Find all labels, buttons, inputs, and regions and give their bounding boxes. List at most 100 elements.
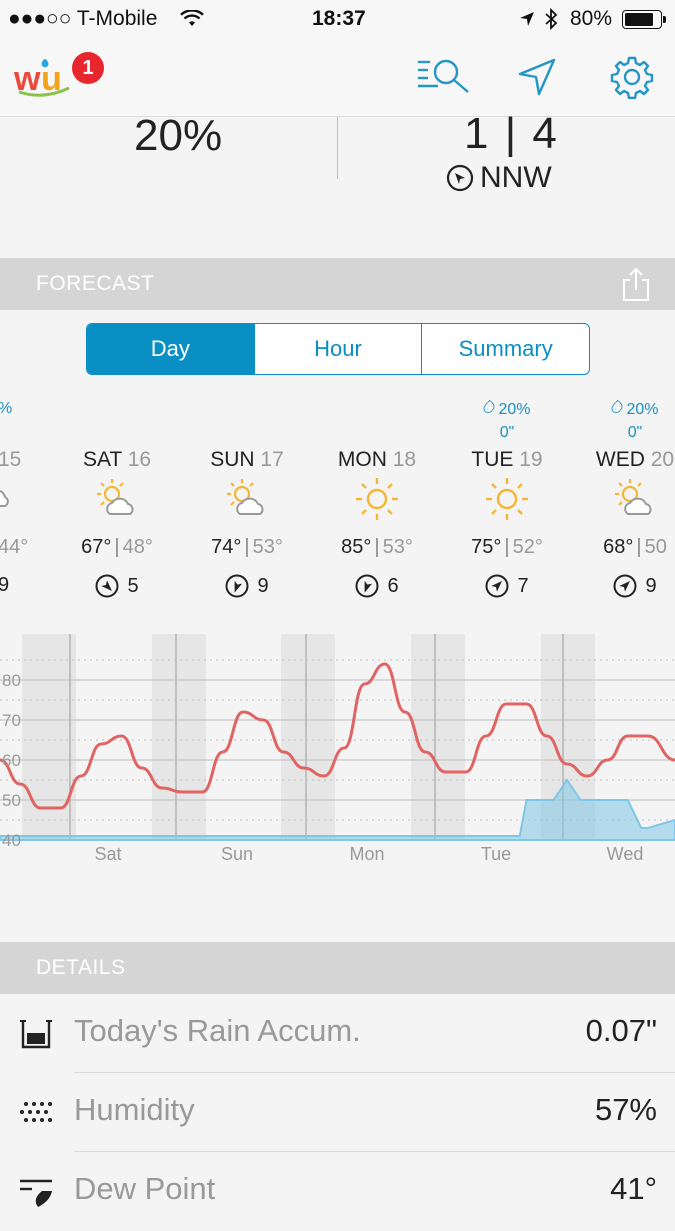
night-band xyxy=(152,634,206,840)
wu-logo[interactable]: w u xyxy=(13,52,94,102)
tab-summary[interactable]: Summary xyxy=(458,336,553,361)
day-name: SUN xyxy=(210,448,255,471)
carrier-signal: ●●●○○ T-Mobile xyxy=(8,7,158,30)
day-column-partial[interactable]: % 15 44° 9 xyxy=(0,398,40,608)
partly-cloudy-icon xyxy=(94,476,140,522)
detail-value: 57% xyxy=(594,1092,657,1127)
tab-day[interactable]: Day xyxy=(87,324,255,374)
temps: 85° | 53° xyxy=(341,536,413,558)
y-tick-label: 50 xyxy=(2,791,21,810)
details-section-header: DETAILS xyxy=(0,942,675,994)
detail-label: Humidity xyxy=(74,1092,195,1127)
forecast-view-tabs: Day Hour Summary xyxy=(86,323,590,375)
precip-info xyxy=(312,398,442,446)
status-bar: ●●●○○ T-Mobile 18:37 80% xyxy=(0,0,675,38)
app-header: w u 1 xyxy=(0,38,675,117)
wifi-icon xyxy=(180,10,204,26)
day-label: SAT 16 xyxy=(52,448,182,472)
temperature-line xyxy=(0,662,675,810)
high-temp: 74° xyxy=(211,536,242,558)
detail-row-rain[interactable]: Today's Rain Accum. 0.07" xyxy=(0,995,675,1073)
y-tick-label: 60 xyxy=(2,751,21,770)
divider xyxy=(337,117,338,179)
day-label: SUN 17 xyxy=(182,448,312,472)
clock: 18:37 xyxy=(312,7,366,30)
day-number: 19 xyxy=(519,448,543,471)
precip-chance-value: 20% xyxy=(134,111,223,160)
y-tick-label: 70 xyxy=(2,711,21,730)
detail-row-humidity[interactable]: Humidity 57% xyxy=(0,1074,675,1152)
forecast-title: FORECAST xyxy=(36,272,155,295)
row-divider xyxy=(74,1072,675,1073)
location-services-icon xyxy=(520,12,534,26)
day-column-mon[interactable]: MON 18 85° | 53° 6 xyxy=(312,398,442,608)
day-number: 16 xyxy=(127,448,152,471)
high-temp: 68° xyxy=(603,536,634,558)
wind-speed: 6 xyxy=(387,574,399,597)
detail-value: 41° xyxy=(610,1171,657,1206)
forecast-section-header: FORECAST xyxy=(0,258,675,310)
low-temp: 53° xyxy=(382,536,413,558)
precip-amount: 0" xyxy=(627,424,643,441)
temps: 68° | 50 xyxy=(603,536,667,558)
sun-icon xyxy=(354,476,400,522)
day-label: WED 20 xyxy=(570,448,675,472)
wind-speed: 5 xyxy=(127,574,139,597)
raindrop-icon xyxy=(481,399,498,416)
dew-point-icon xyxy=(20,1179,52,1207)
tab-hour[interactable]: Hour xyxy=(255,324,423,374)
day-column-wed[interactable]: 20% 0" WED 20 68° | 50 9 xyxy=(570,398,675,608)
precip-info xyxy=(182,398,312,446)
svg-text:w: w xyxy=(14,60,41,98)
day-number: 15 xyxy=(0,448,22,471)
day-name: SAT xyxy=(82,448,122,471)
temps: 75° | 52° xyxy=(471,536,543,558)
low-temp: 52° xyxy=(512,536,543,558)
day-column-tue[interactable]: 20% 0" TUE 19 75° | 52° 7 xyxy=(442,398,572,608)
battery-icon xyxy=(622,10,666,29)
wind-direction-icon xyxy=(95,574,119,598)
wind-speed: 9 xyxy=(645,574,657,597)
temperature-precip-chart: 40 50 60 70 80 Sat Sun Mon Tue Wed xyxy=(0,630,675,875)
low-temp: 53° xyxy=(252,536,283,558)
wind-direction-icon xyxy=(613,574,637,598)
precip-info xyxy=(52,398,182,446)
temps: 67° | 48° xyxy=(81,536,153,558)
wind-direction-label: NNW xyxy=(480,161,552,194)
day-number: 17 xyxy=(260,448,284,471)
svg-text:u: u xyxy=(41,60,62,98)
day-name: WED xyxy=(595,448,645,471)
share-icon[interactable] xyxy=(620,266,652,302)
day-name: MON xyxy=(337,448,387,471)
detail-value: 0.07" xyxy=(585,1013,657,1048)
wind: 9 xyxy=(570,574,675,598)
bluetooth-icon xyxy=(545,8,558,30)
sun-icon xyxy=(484,476,530,522)
low-temp: 44° xyxy=(0,536,29,558)
day-column-sun[interactable]: SUN 17 74° | 53° 9 xyxy=(182,398,312,608)
wind-speed: 9 xyxy=(257,574,269,597)
night-band xyxy=(411,634,465,840)
y-tick-label: 40 xyxy=(2,831,21,850)
detail-row-dew-point[interactable]: Dew Point 41° xyxy=(0,1153,675,1231)
battery-percent: 80% xyxy=(570,7,613,30)
wind-direction-icon xyxy=(485,574,509,598)
detail-label: Today's Rain Accum. xyxy=(74,1013,361,1048)
x-tick-label: Wed xyxy=(607,844,644,864)
partly-cloudy-icon xyxy=(224,476,270,522)
high-temp: 85° xyxy=(341,536,372,558)
x-tick-label: Mon xyxy=(349,844,384,864)
x-tick-label: Tue xyxy=(481,844,511,864)
day-number: 20 xyxy=(650,448,675,471)
day-label: TUE 19 xyxy=(442,448,572,472)
notification-badge[interactable]: 1 xyxy=(72,52,104,84)
gear-icon[interactable] xyxy=(610,55,654,99)
day-column-sat[interactable]: SAT 16 67° | 48° 5 xyxy=(52,398,182,608)
temps: 74° | 53° xyxy=(211,536,283,558)
night-band xyxy=(281,634,335,840)
high-temp: 75° xyxy=(471,536,502,558)
search-list-icon[interactable] xyxy=(416,56,472,96)
partly-cloudy-icon xyxy=(612,476,658,522)
location-arrow-icon[interactable] xyxy=(516,56,558,98)
day-number: 18 xyxy=(392,448,417,471)
